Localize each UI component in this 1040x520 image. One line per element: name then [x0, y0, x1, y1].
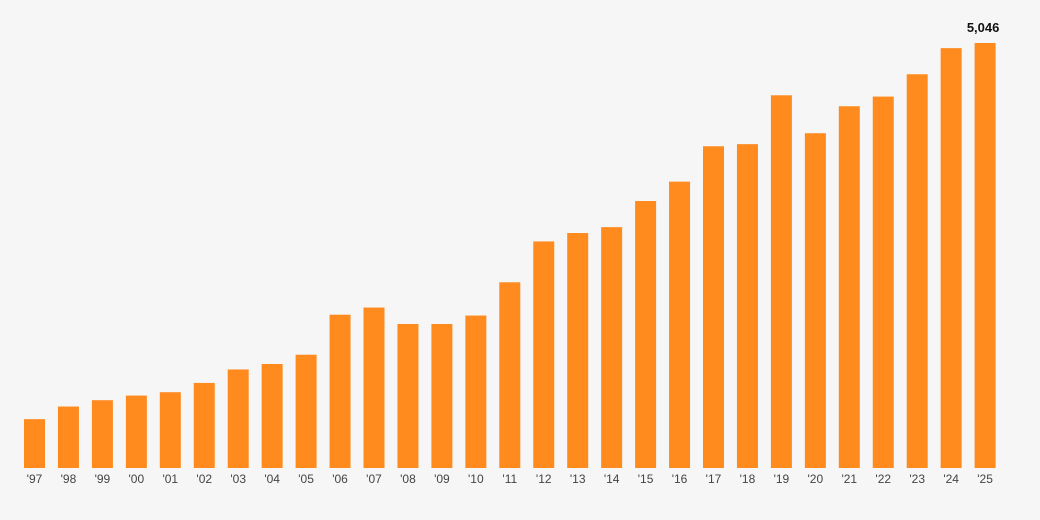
x-tick-label: '07 — [366, 472, 382, 486]
x-tick-label: '06 — [332, 472, 348, 486]
x-tick-label: '15 — [638, 472, 654, 486]
x-tick-label: '14 — [604, 472, 620, 486]
x-tick-label: '02 — [196, 472, 212, 486]
bar-21 — [838, 106, 860, 468]
bar-23 — [906, 74, 928, 468]
x-tick-label: '10 — [468, 472, 484, 486]
x-tick-label: '18 — [740, 472, 756, 486]
x-tick-label: '08 — [400, 472, 416, 486]
bar-01 — [159, 392, 181, 468]
x-tick-label: '12 — [536, 472, 552, 486]
bar-02 — [193, 382, 215, 468]
x-tick-label: '21 — [841, 472, 857, 486]
bar-13 — [567, 233, 589, 468]
bar-20 — [804, 133, 826, 468]
x-tick-label: '13 — [570, 472, 586, 486]
x-tick-label: '03 — [230, 472, 246, 486]
bar-06 — [329, 314, 351, 468]
x-tick-label: '00 — [129, 472, 145, 486]
x-tick-label: '16 — [672, 472, 688, 486]
bar-03 — [227, 369, 249, 468]
bar-05 — [295, 354, 317, 468]
bar-19 — [770, 95, 792, 469]
bars-group — [24, 43, 996, 469]
x-tick-label: '22 — [875, 472, 891, 486]
x-tick-label: '97 — [27, 472, 43, 486]
x-tick-label: '11 — [502, 472, 517, 486]
x-tick-label: '23 — [909, 472, 925, 486]
bar-00 — [125, 395, 147, 468]
x-tick-label: '99 — [95, 472, 111, 486]
bar-17 — [703, 146, 724, 468]
x-tick-label: '01 — [162, 472, 178, 486]
x-tick-label: '20 — [808, 472, 824, 486]
data-labels-group: 5,046 — [967, 20, 1000, 35]
x-tick-label: '98 — [61, 472, 77, 486]
bar-09 — [431, 323, 453, 468]
bar-98 — [57, 406, 79, 468]
bar-04 — [261, 363, 283, 468]
bar-16 — [669, 181, 691, 468]
bar-12 — [533, 241, 555, 468]
x-tick-label: '04 — [264, 472, 280, 486]
bar-24 — [940, 48, 962, 468]
x-tick-label: '09 — [434, 472, 450, 486]
data-label: 5,046 — [967, 20, 1000, 35]
bar-08 — [397, 323, 419, 468]
bar-07 — [363, 307, 385, 468]
bar-22 — [872, 96, 894, 468]
bar-14 — [601, 227, 623, 468]
x-tick-label: '19 — [774, 472, 790, 486]
bar-25 — [974, 43, 996, 468]
x-tick-label: '25 — [977, 472, 993, 486]
bar-97 — [24, 419, 45, 468]
bar-99 — [91, 400, 113, 468]
x-tick-label: '24 — [943, 472, 959, 486]
bar-18 — [736, 144, 758, 468]
x-tick-label: '05 — [298, 472, 314, 486]
bar-15 — [635, 201, 657, 468]
bar-11 — [499, 282, 521, 468]
x-tick-label: '17 — [706, 472, 722, 486]
bar-10 — [465, 315, 487, 468]
x-axis-ticks: '97 '98 '99 '00 '01 '02 '03 '04 '05 '06 '07 '08 '09 '… — [27, 472, 994, 486]
